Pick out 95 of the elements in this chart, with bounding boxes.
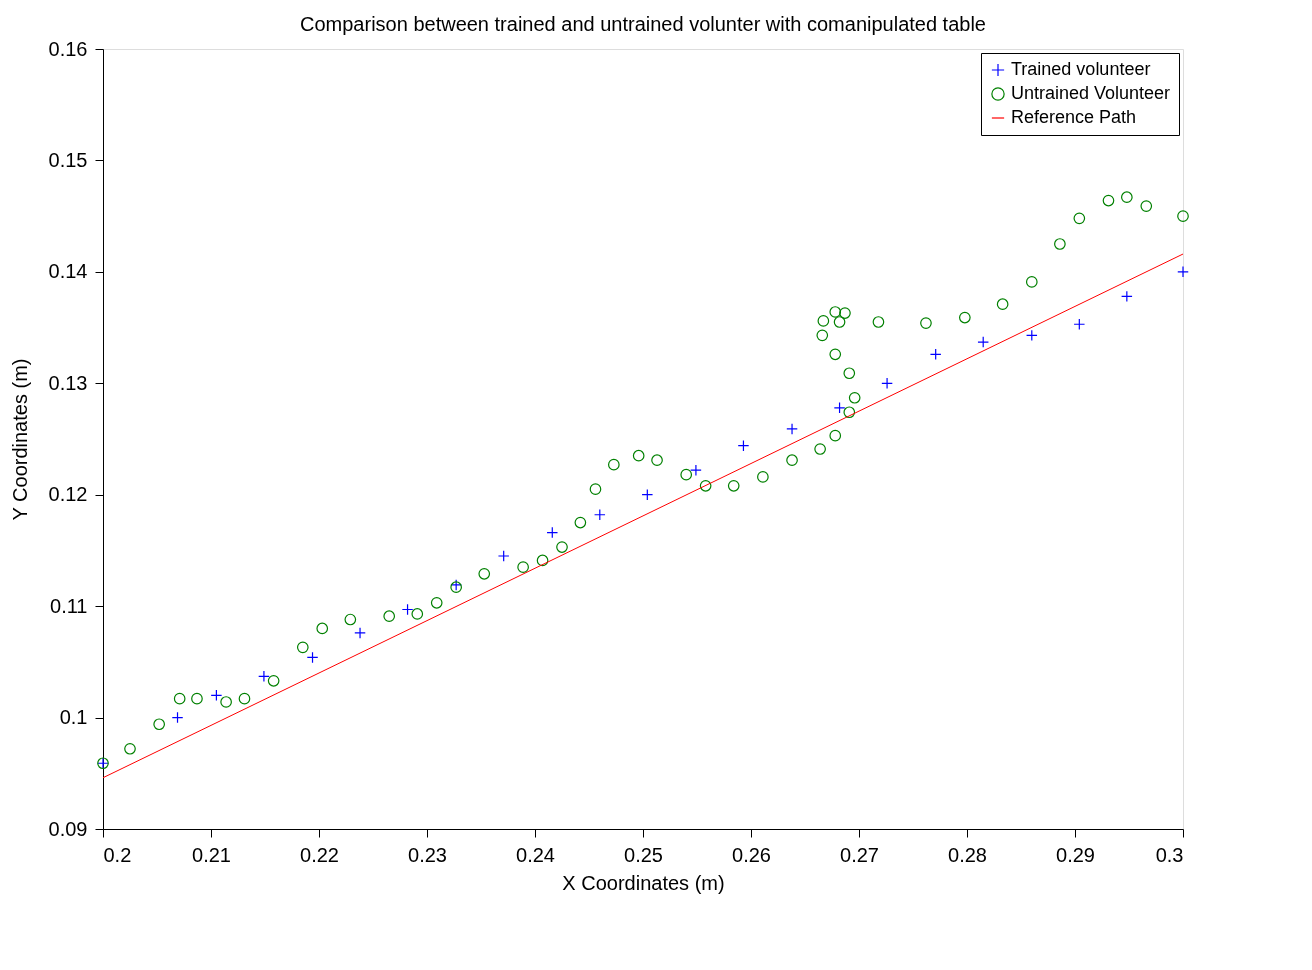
y-tick-label: 0.15 xyxy=(48,148,88,171)
point xyxy=(238,692,251,705)
point xyxy=(641,488,654,501)
point xyxy=(651,454,663,467)
x-tick-label: 0.29 xyxy=(1056,843,1095,866)
point xyxy=(929,348,942,361)
point xyxy=(959,311,971,324)
x-tick-label: 0.26 xyxy=(732,843,771,866)
point xyxy=(608,458,620,471)
point xyxy=(593,508,606,521)
y-tick-label: 0.09 xyxy=(48,817,88,840)
point xyxy=(1121,191,1133,204)
point xyxy=(258,670,270,683)
point xyxy=(829,306,842,318)
point xyxy=(191,692,203,705)
point xyxy=(589,483,602,495)
point xyxy=(1177,266,1189,278)
point xyxy=(1054,238,1066,250)
point xyxy=(306,651,319,664)
x-tick-label: 0.3 xyxy=(1155,843,1184,866)
point xyxy=(833,401,846,414)
point xyxy=(814,443,826,455)
point xyxy=(546,526,559,539)
point xyxy=(574,516,587,529)
point xyxy=(1140,200,1153,212)
point xyxy=(267,674,280,687)
x-tick-label: 0.25 xyxy=(624,843,663,866)
point xyxy=(1121,290,1133,303)
point xyxy=(977,336,990,348)
point xyxy=(829,348,842,361)
point xyxy=(786,423,798,435)
point xyxy=(1025,276,1038,288)
point xyxy=(497,550,510,562)
point xyxy=(816,329,829,342)
point xyxy=(690,464,702,477)
point xyxy=(632,449,645,462)
point xyxy=(1102,194,1115,207)
point xyxy=(839,307,851,319)
point xyxy=(556,541,568,553)
y-tick-label: 0.1 xyxy=(59,706,88,729)
y-tick-label: 0.12 xyxy=(48,483,88,506)
y-axis-title: Y Coordinates (m) xyxy=(8,358,31,521)
point xyxy=(430,596,443,609)
point xyxy=(699,479,712,492)
point xyxy=(153,718,165,731)
point xyxy=(1025,329,1038,342)
x-tick-label: 0.2 xyxy=(103,843,132,866)
point xyxy=(786,454,798,467)
point xyxy=(1073,318,1086,331)
point xyxy=(1073,212,1086,225)
point xyxy=(344,613,357,626)
point xyxy=(1177,210,1189,222)
point xyxy=(171,711,184,724)
point xyxy=(881,377,893,390)
x-tick-label: 0.28 xyxy=(948,843,987,866)
legend-label: Trained volunteer xyxy=(1011,59,1151,79)
x-tick-label: 0.21 xyxy=(192,843,231,866)
point xyxy=(872,316,885,328)
point xyxy=(843,406,856,419)
point xyxy=(848,391,861,404)
legend-label: Untrained Volunteer xyxy=(1011,83,1171,103)
point xyxy=(536,554,549,567)
y-tick-label: 0.14 xyxy=(48,260,88,283)
point xyxy=(354,627,366,639)
point xyxy=(757,471,769,483)
point xyxy=(517,561,529,573)
point xyxy=(383,610,396,623)
point xyxy=(727,479,740,492)
point xyxy=(996,298,1009,311)
point xyxy=(829,429,842,442)
point xyxy=(478,567,491,580)
point xyxy=(220,696,232,708)
x-tick-label: 0.27 xyxy=(840,843,879,866)
point xyxy=(316,622,329,635)
point xyxy=(210,689,223,702)
x-axis-title: X Coordinates (m) xyxy=(562,871,725,894)
point xyxy=(680,468,693,481)
chart-title: Comparison between trained and untrained volunter with comanipulated table xyxy=(300,13,986,35)
point xyxy=(817,315,830,327)
point xyxy=(833,316,846,328)
y-tick-label: 0.13 xyxy=(48,371,88,394)
point xyxy=(920,317,932,329)
point xyxy=(401,603,414,616)
point xyxy=(737,439,750,452)
point xyxy=(173,692,186,705)
point xyxy=(843,367,856,380)
x-tick-label: 0.22 xyxy=(300,843,339,866)
y-tick-label: 0.11 xyxy=(50,594,88,617)
x-tick-label: 0.23 xyxy=(408,843,447,866)
point xyxy=(296,641,309,654)
point xyxy=(124,742,136,755)
point xyxy=(411,608,424,620)
y-tick-label: 0.16 xyxy=(48,37,88,60)
x-tick-label: 0.24 xyxy=(516,843,555,866)
legend-label: Reference Path xyxy=(1011,107,1137,127)
